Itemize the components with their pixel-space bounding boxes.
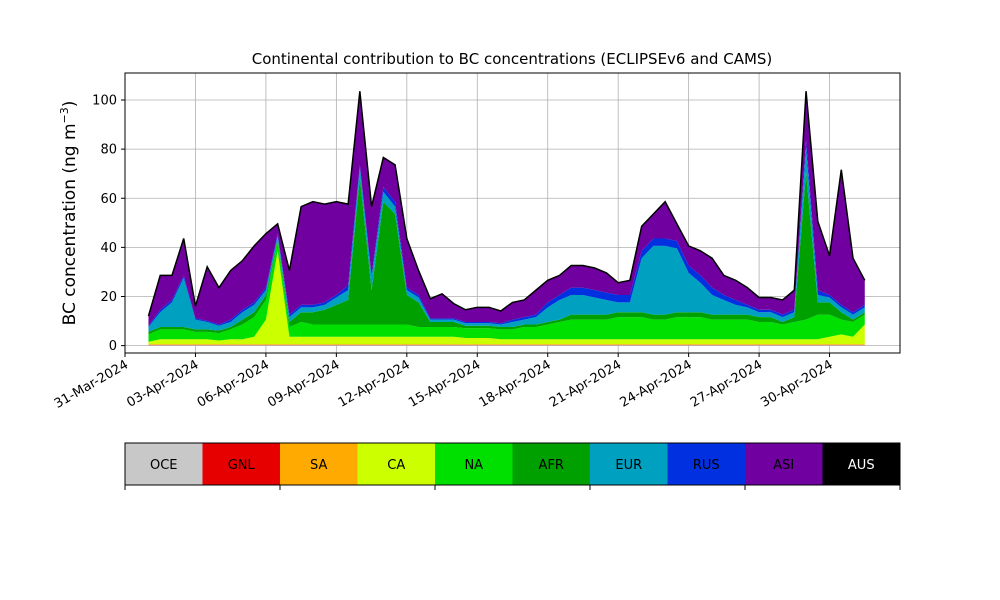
y-tick-label: 100 <box>92 94 117 109</box>
plot-frame <box>124 72 901 354</box>
legend-label-sa: SA <box>310 458 327 473</box>
legend-swatch-asi <box>745 443 823 485</box>
y-axis-label-close: ) <box>60 101 80 108</box>
y-tick-label: 40 <box>100 241 117 256</box>
legend-label-rus: RUS <box>693 458 720 473</box>
legend-label-asi: ASI <box>773 458 794 473</box>
legend-swatch-ca <box>357 443 436 485</box>
legend-label-ca: CA <box>387 458 405 473</box>
legend-swatch-oce <box>125 443 203 485</box>
y-tick-label: 80 <box>100 143 117 158</box>
legend-frame <box>124 442 901 486</box>
area-sa <box>148 344 865 345</box>
legend-label-gnl: GNL <box>228 458 256 473</box>
legend-label-oce: OCE <box>150 458 178 473</box>
legend-label-na: NA <box>464 458 483 473</box>
total-line <box>147 91 866 317</box>
area-na <box>148 241 865 342</box>
chart-title: Continental contribution to BC concentra… <box>252 50 773 68</box>
y-tick-label: 20 <box>100 290 117 305</box>
legend-swatch-na <box>435 443 513 485</box>
area-asi <box>148 91 865 326</box>
y-tick-label: 60 <box>100 192 117 207</box>
legend-label-aus: AUS <box>848 458 875 473</box>
y-axis-label-superscript: −3 <box>58 107 71 123</box>
legend-swatch-gnl <box>202 443 281 485</box>
legend-label-eur: EUR <box>615 458 642 473</box>
legend-swatch-eur <box>590 443 668 485</box>
legend-label-afr: AFR <box>539 458 564 473</box>
legend-swatch-afr <box>512 443 591 485</box>
area-afr <box>148 172 865 335</box>
area-eur <box>148 147 865 332</box>
legend-swatch-sa <box>280 443 358 485</box>
legend-swatch-aus <box>822 443 901 485</box>
legend-swatch-rus <box>667 443 746 485</box>
y-axis-label-main: BC concentration (ng m <box>60 123 80 325</box>
y-tick-label: 0 <box>109 339 117 354</box>
legend-colorbar: OCE GNL SA CA NA AFR EUR RUS ASI AUS <box>124 442 901 490</box>
y-axis-label: BC concentration (ng m−3) <box>58 101 80 326</box>
